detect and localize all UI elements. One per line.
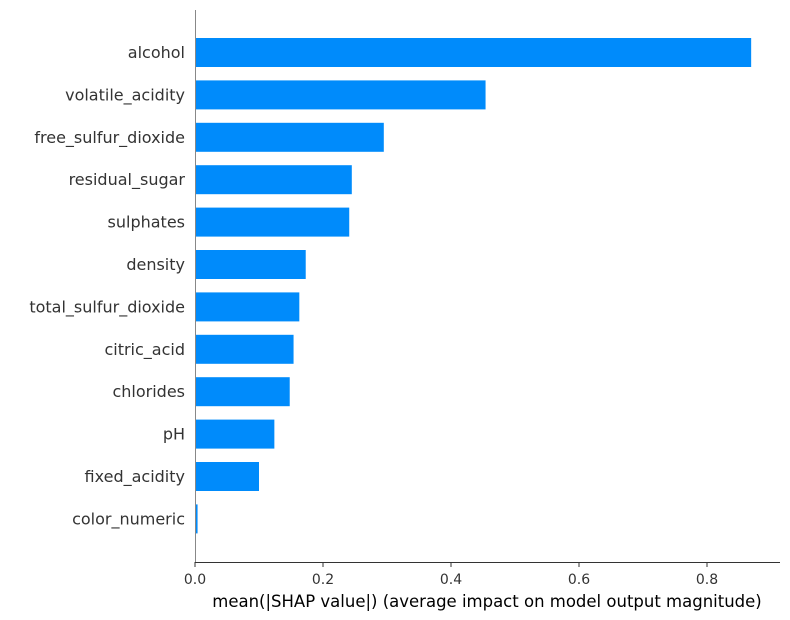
- bar-chlorides: [195, 377, 290, 407]
- category-label-volatile_acidity: volatile_acidity: [65, 85, 185, 105]
- category-label-residual_sugar: residual_sugar: [69, 170, 186, 190]
- category-label-free_sulfur_dioxide: free_sulfur_dioxide: [34, 128, 185, 148]
- bar-volatile_acidity: [195, 80, 486, 110]
- x-tick-label: 0.8: [696, 572, 718, 588]
- category-label-sulphates: sulphates: [108, 213, 185, 232]
- x-axis-title: mean(|SHAP value|) (average impact on mo…: [212, 592, 762, 611]
- bar-alcohol: [195, 38, 752, 67]
- bar-residual_sugar: [195, 165, 352, 195]
- category-label-alcohol: alcohol: [128, 43, 185, 62]
- category-label-color_numeric: color_numeric: [72, 509, 185, 529]
- bar-citric_acid: [195, 334, 294, 364]
- bar-sulphates: [195, 207, 350, 237]
- category-label-fixed_acidity: fixed_acidity: [85, 467, 185, 487]
- x-tick-label: 0.4: [440, 572, 462, 588]
- x-ticks: 0.0 0.2 0.4 0.6 0.8: [184, 562, 718, 588]
- x-tick-label: 0.0: [184, 572, 206, 588]
- category-label-density: density: [126, 255, 185, 274]
- category-label-total_sulfur_dioxide: total_sulfur_dioxide: [29, 297, 185, 317]
- bar-color_numeric: [195, 504, 198, 534]
- bar-pH: [195, 419, 275, 449]
- category-label-citric_acid: citric_acid: [104, 340, 185, 360]
- bars-group: [195, 38, 752, 534]
- bar-free_sulfur_dioxide: [195, 122, 384, 152]
- x-tick-label: 0.6: [568, 572, 590, 588]
- x-tick-label: 0.2: [312, 572, 334, 588]
- bar-density: [195, 250, 306, 279]
- bar-fixed_acidity: [195, 462, 259, 491]
- category-label-chlorides: chlorides: [112, 382, 185, 401]
- category-label-pH: pH: [163, 425, 185, 444]
- bar-total_sulfur_dioxide: [195, 292, 300, 322]
- category-labels: alcohol volatile_acidity free_sulfur_dioxi…: [29, 43, 185, 529]
